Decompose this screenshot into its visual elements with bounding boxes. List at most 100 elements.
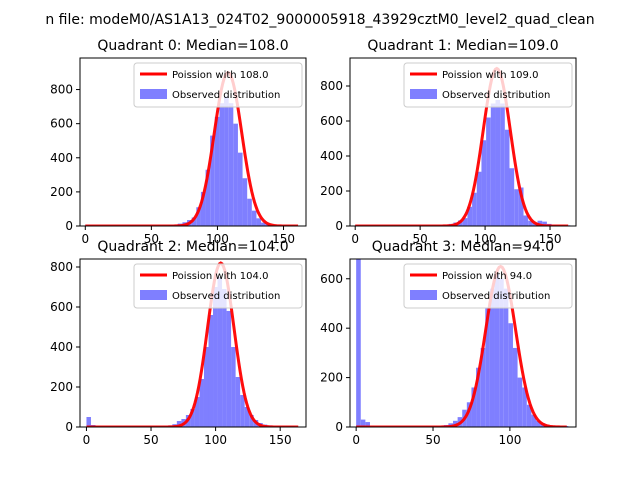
histogram-bar bbox=[471, 387, 477, 427]
legend-label-poisson: Poission with 109.0 bbox=[442, 70, 538, 81]
histogram-bar bbox=[494, 273, 500, 427]
legend-label-observed: Observed distribution bbox=[442, 291, 550, 302]
histogram-bar bbox=[249, 415, 254, 427]
x-tick-label: 50 bbox=[412, 232, 427, 246]
histogram-bar bbox=[503, 288, 509, 427]
histogram-bar bbox=[228, 103, 234, 226]
figure-suptitle: n file: modeM0/AS1A13_024T02_9000005918_… bbox=[45, 12, 594, 28]
legend-label-poisson: Poission with 94.0 bbox=[442, 271, 532, 282]
y-tick-label: 600 bbox=[320, 272, 343, 286]
y-tick-label: 200 bbox=[50, 185, 73, 199]
poisson-curve bbox=[86, 261, 299, 427]
x-tick-label: 50 bbox=[144, 232, 159, 246]
histogram-bar bbox=[537, 220, 543, 226]
histogram-bar bbox=[244, 407, 250, 427]
chart-title: Quadrant 3: Median=94.0 bbox=[372, 239, 554, 255]
y-tick-label: 400 bbox=[50, 340, 73, 354]
histogram-bar bbox=[251, 210, 257, 226]
histogram-bar bbox=[242, 178, 248, 226]
histogram-bar bbox=[240, 395, 245, 427]
y-tick-label: 0 bbox=[335, 219, 343, 233]
histogram-bar bbox=[531, 414, 537, 427]
histogram-bar bbox=[203, 347, 209, 427]
y-tick-label: 600 bbox=[50, 300, 73, 314]
histogram-bar bbox=[542, 221, 547, 226]
y-tick-label: 600 bbox=[50, 117, 73, 131]
axes-frame bbox=[79, 57, 307, 227]
histogram-bar bbox=[485, 308, 490, 427]
legend-bar-swatch bbox=[140, 290, 167, 300]
histogram-bar bbox=[523, 215, 529, 226]
histogram-bar bbox=[481, 140, 487, 226]
histogram-bar bbox=[196, 207, 201, 226]
histogram-bar bbox=[231, 347, 236, 427]
histogram bbox=[355, 100, 571, 226]
axes-frame bbox=[349, 258, 577, 428]
histogram-bar bbox=[509, 168, 515, 226]
y-tick-label: 400 bbox=[50, 151, 73, 165]
y-tick-label: 0 bbox=[65, 219, 73, 233]
y-tick-label: 0 bbox=[335, 420, 343, 434]
histogram-bar bbox=[522, 387, 527, 427]
legend-bar-swatch bbox=[410, 290, 437, 300]
legend-box bbox=[403, 263, 573, 309]
histogram-bar bbox=[219, 103, 225, 226]
histogram-bar bbox=[191, 217, 197, 226]
poisson-curve bbox=[356, 264, 567, 427]
histogram-bar bbox=[199, 379, 204, 427]
histogram-bar bbox=[356, 259, 361, 427]
legend-box bbox=[133, 263, 303, 309]
y-tick-label: 0 bbox=[65, 420, 73, 434]
histogram-bar bbox=[210, 135, 215, 226]
x-tick-label: 150 bbox=[272, 232, 295, 246]
chart-title: Quadrant 1: Median=109.0 bbox=[367, 38, 558, 54]
histogram-bar bbox=[490, 103, 496, 226]
legend-label-observed: Observed distribution bbox=[442, 90, 550, 101]
histogram-bar bbox=[486, 117, 491, 226]
histogram bbox=[356, 259, 569, 427]
chart-title: Quadrant 2: Median=104.0 bbox=[97, 239, 288, 255]
histogram-bar bbox=[489, 288, 495, 427]
axes-frame bbox=[349, 57, 577, 227]
legend-bar-swatch bbox=[410, 89, 437, 99]
legend-label-observed: Observed distribution bbox=[172, 90, 280, 101]
histogram-bar bbox=[213, 287, 218, 427]
legend: Poission with 104.0 Observed distribution bbox=[133, 263, 303, 309]
legend: Poission with 108.0 Observed distribution bbox=[133, 62, 303, 108]
histogram-bar bbox=[508, 323, 513, 427]
legend: Poission with 109.0 Observed distribution bbox=[403, 62, 573, 108]
poisson-curve bbox=[85, 70, 299, 226]
histogram-bar bbox=[208, 315, 214, 427]
histogram-bar bbox=[518, 187, 524, 226]
histogram-bar bbox=[235, 377, 241, 427]
chart-panel-2: 0 50 100 150 0 200 400 600 800 Quadrant 2: Median… bbox=[50, 239, 307, 447]
histogram-bar bbox=[217, 277, 223, 427]
y-tick-label: 400 bbox=[320, 321, 343, 335]
x-tick-label: 100 bbox=[498, 433, 521, 447]
histogram-bar bbox=[256, 218, 262, 226]
legend: Poission with 94.0 Observed distribution bbox=[403, 263, 573, 309]
poisson-curve bbox=[355, 66, 569, 226]
x-tick-label: 0 bbox=[352, 433, 360, 447]
histogram-bar bbox=[233, 123, 238, 226]
histogram-bar bbox=[360, 419, 366, 427]
y-tick-label: 400 bbox=[320, 149, 343, 163]
histogram-bar bbox=[500, 103, 505, 226]
x-tick-label: 50 bbox=[425, 433, 440, 447]
histogram-bar bbox=[86, 417, 91, 427]
histogram-bar bbox=[514, 189, 519, 226]
x-tick-label: 0 bbox=[81, 232, 89, 246]
histogram-bar bbox=[480, 347, 486, 427]
histogram-bar bbox=[176, 421, 182, 427]
y-tick-label: 200 bbox=[50, 380, 73, 394]
y-tick-label: 800 bbox=[50, 83, 73, 97]
legend-label-observed: Observed distribution bbox=[172, 291, 280, 302]
x-tick-label: 50 bbox=[143, 433, 158, 447]
x-tick-label: 100 bbox=[204, 433, 227, 447]
histogram-bar bbox=[247, 198, 252, 226]
chart-title: Quadrant 0: Median=108.0 bbox=[97, 38, 288, 54]
histogram-bar bbox=[499, 278, 504, 427]
x-tick-label: 100 bbox=[206, 232, 229, 246]
legend-bar-swatch bbox=[140, 89, 167, 99]
histogram-bar bbox=[526, 404, 532, 427]
